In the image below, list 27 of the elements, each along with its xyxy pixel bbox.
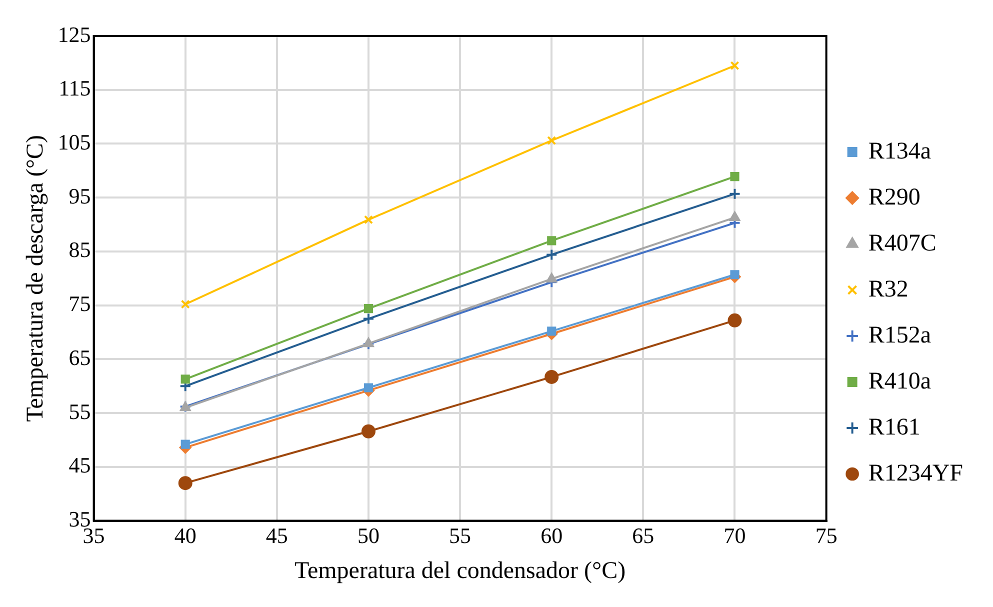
legend-label: R1234YF (868, 460, 963, 486)
y-tick-label: 105 (58, 130, 91, 155)
y-tick-label: 45 (68, 452, 91, 478)
y-tick-label: 95 (68, 183, 91, 208)
legend-label: R290 (868, 184, 920, 210)
x-tick-label: 40 (174, 522, 196, 548)
y-tick-label: 75 (68, 291, 91, 316)
legend-label: R152a (868, 322, 932, 348)
legend-label: R32 (868, 276, 908, 302)
legend-label: R161 (868, 414, 920, 440)
x-tick-label: 75 (815, 522, 838, 548)
x-axis-title: Temperatura del condensador (°C) (294, 558, 626, 584)
y-tick-label: 115 (58, 76, 91, 101)
legend-label: R134a (868, 138, 932, 164)
legend-label: R407C (868, 230, 936, 256)
y-tick-label: 55 (68, 398, 91, 424)
x-tick-label: 70 (724, 522, 746, 548)
y-axis-title: Temperatura de descarga (°C) (22, 135, 49, 422)
x-tick-label: 50 (357, 522, 380, 548)
legend-label: R410a (868, 368, 932, 394)
y-tick-label: 85 (68, 237, 91, 262)
y-tick-label: 125 (58, 22, 91, 47)
x-tick-label: 60 (540, 522, 563, 548)
x-tick-label: 55 (449, 522, 472, 548)
x-tick-label: 65 (632, 522, 654, 548)
x-tick-label: 45 (266, 522, 288, 548)
y-tick-label: 65 (68, 344, 91, 370)
